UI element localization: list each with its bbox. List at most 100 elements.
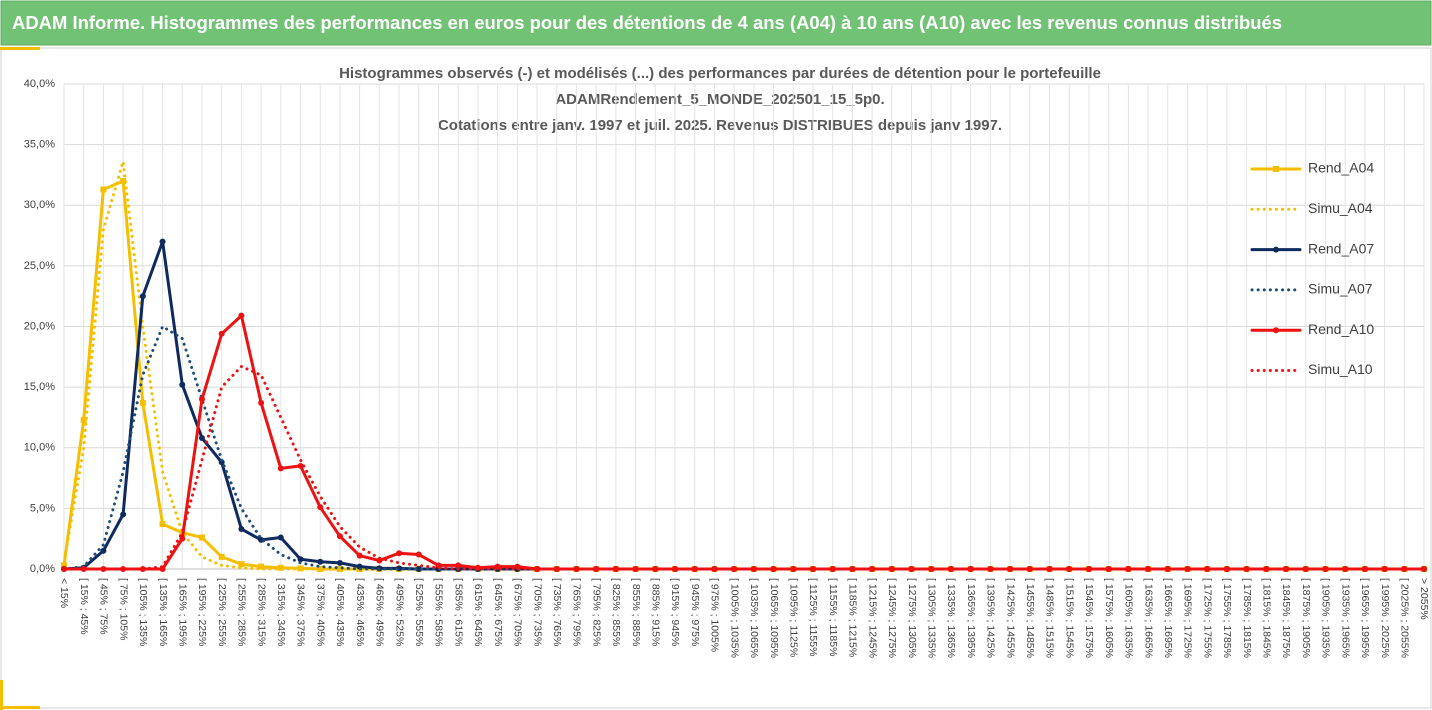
x-tick-label: [ 1725% ; 1755% — [1201, 578, 1213, 658]
x-tick-label: [ 525% ; 555% — [413, 578, 425, 646]
marker — [218, 330, 225, 337]
marker — [750, 566, 757, 572]
x-tick-label: < 15% — [58, 578, 70, 608]
x-tick-label: [ 45% ; 75% — [98, 578, 110, 635]
x-tick-label: [ 1155% ; 1185% — [827, 578, 839, 656]
x-tick-label: [ 795% ; 825% — [590, 578, 602, 646]
marker — [61, 562, 67, 569]
marker — [258, 563, 265, 570]
marker — [1164, 566, 1171, 572]
x-tick-label: [ 915% ; 945% — [669, 578, 681, 646]
x-tick-label: [ 1065% ; 1095% — [768, 578, 780, 658]
x-tick-label: [ 165% ; 195% — [176, 578, 188, 646]
marker — [1085, 566, 1092, 572]
x-tick-label: [ 1125% ; 1155% — [807, 578, 819, 656]
marker — [139, 293, 146, 300]
marker — [1263, 566, 1270, 572]
y-tick-label: 25,0% — [24, 260, 55, 272]
marker — [218, 553, 225, 560]
marker — [396, 550, 403, 557]
marker — [1243, 566, 1250, 572]
x-tick-label: [ 1785% ; 1815% — [1241, 578, 1253, 658]
marker — [139, 399, 146, 406]
x-tick-label: [ 975% ; 1005% — [709, 578, 721, 652]
accent — [0, 680, 3, 710]
marker — [1342, 566, 1349, 572]
x-tick-label: [ 615% ; 645% — [472, 578, 484, 646]
marker — [593, 566, 600, 572]
x-tick-label: [ 255% ; 285% — [236, 578, 248, 646]
marker — [455, 562, 462, 569]
marker — [494, 563, 501, 570]
marker — [672, 566, 679, 572]
x-tick-label: [ 1305% ; 1335% — [925, 578, 937, 658]
y-tick-label: 20,0% — [24, 320, 55, 332]
x-tick-label: [ 405% ; 435% — [334, 578, 346, 646]
x-tick-label: [ 1425% ; 1455% — [1004, 578, 1016, 658]
marker — [1184, 566, 1191, 572]
marker — [829, 566, 836, 572]
legend-label: Simu_A07 — [1308, 281, 1373, 297]
x-tick-label: > 2055% — [1418, 578, 1430, 620]
marker — [277, 564, 284, 571]
marker — [100, 566, 107, 572]
x-tick-label: [ 75% ; 105% — [117, 578, 129, 640]
x-tick-label: [ 1365% ; 1395% — [965, 578, 977, 658]
x-tick-label: [ 945% ; 975% — [689, 578, 701, 646]
legend-marker — [1273, 246, 1279, 253]
marker — [928, 566, 935, 572]
x-tick-label: [ 1935% ; 1965% — [1339, 578, 1351, 658]
marker — [120, 178, 127, 184]
chart-frame — [0, 47, 1432, 709]
x-tick-label: [ 1995% ; 2025% — [1379, 578, 1391, 658]
marker — [179, 381, 186, 388]
marker — [849, 566, 856, 572]
x-tick-label: [ 15% ; 45% — [78, 578, 90, 635]
marker — [336, 559, 343, 566]
legend-label: Simu_A10 — [1308, 361, 1373, 377]
x-tick-label: [ 555% ; 585% — [433, 578, 445, 646]
y-tick-label: 30,0% — [24, 199, 55, 211]
accent — [0, 706, 40, 709]
marker — [277, 465, 284, 472]
x-tick-label: [ 1875% ; 1905% — [1300, 578, 1312, 658]
marker — [238, 312, 245, 319]
x-tick-label: [ 735% ; 765% — [551, 578, 563, 646]
x-tick-label: [ 1005% ; 1035% — [728, 578, 740, 658]
x-tick-label: [ 855% ; 885% — [630, 578, 642, 646]
marker — [317, 558, 324, 565]
x-tick-label: [ 1185% ; 1215% — [847, 578, 859, 657]
marker — [1007, 566, 1014, 572]
chart-title: Cotations entre janv. 1997 et juil. 2025… — [438, 117, 1002, 134]
chart-title: ADAMRendement_5_MONDE_202501_15_5p0. — [555, 91, 884, 108]
x-tick-label: [ 1635% ; 1665% — [1142, 578, 1154, 658]
x-tick-label: [ 1605% ; 1635% — [1123, 578, 1135, 658]
marker — [159, 521, 166, 528]
marker — [336, 566, 343, 572]
legend-marker — [1273, 327, 1279, 334]
x-tick-label: [ 1695% ; 1725% — [1182, 578, 1194, 658]
marker — [238, 525, 245, 532]
marker — [415, 566, 422, 572]
marker — [297, 556, 304, 563]
legend-label: Rend_A04 — [1308, 160, 1374, 176]
marker — [258, 399, 265, 406]
x-tick-label: [ 1905% ; 1935% — [1320, 578, 1332, 658]
marker — [120, 566, 127, 572]
legend-marker — [1273, 166, 1279, 172]
x-tick-label: [ 105% ; 135% — [137, 578, 149, 646]
marker — [573, 566, 580, 572]
x-tick-label: [ 285% ; 315% — [255, 578, 267, 646]
x-tick-label: [ 1095% ; 1125% — [787, 578, 799, 657]
marker — [908, 566, 915, 572]
x-tick-label: [ 1965% ; 1995% — [1359, 578, 1371, 658]
marker — [652, 566, 659, 572]
x-tick-label: [ 465% ; 495% — [374, 578, 386, 646]
marker — [1105, 566, 1112, 572]
marker — [198, 396, 205, 403]
y-tick-label: 15,0% — [24, 381, 55, 393]
y-tick-label: 35,0% — [24, 139, 55, 151]
marker — [80, 416, 87, 423]
